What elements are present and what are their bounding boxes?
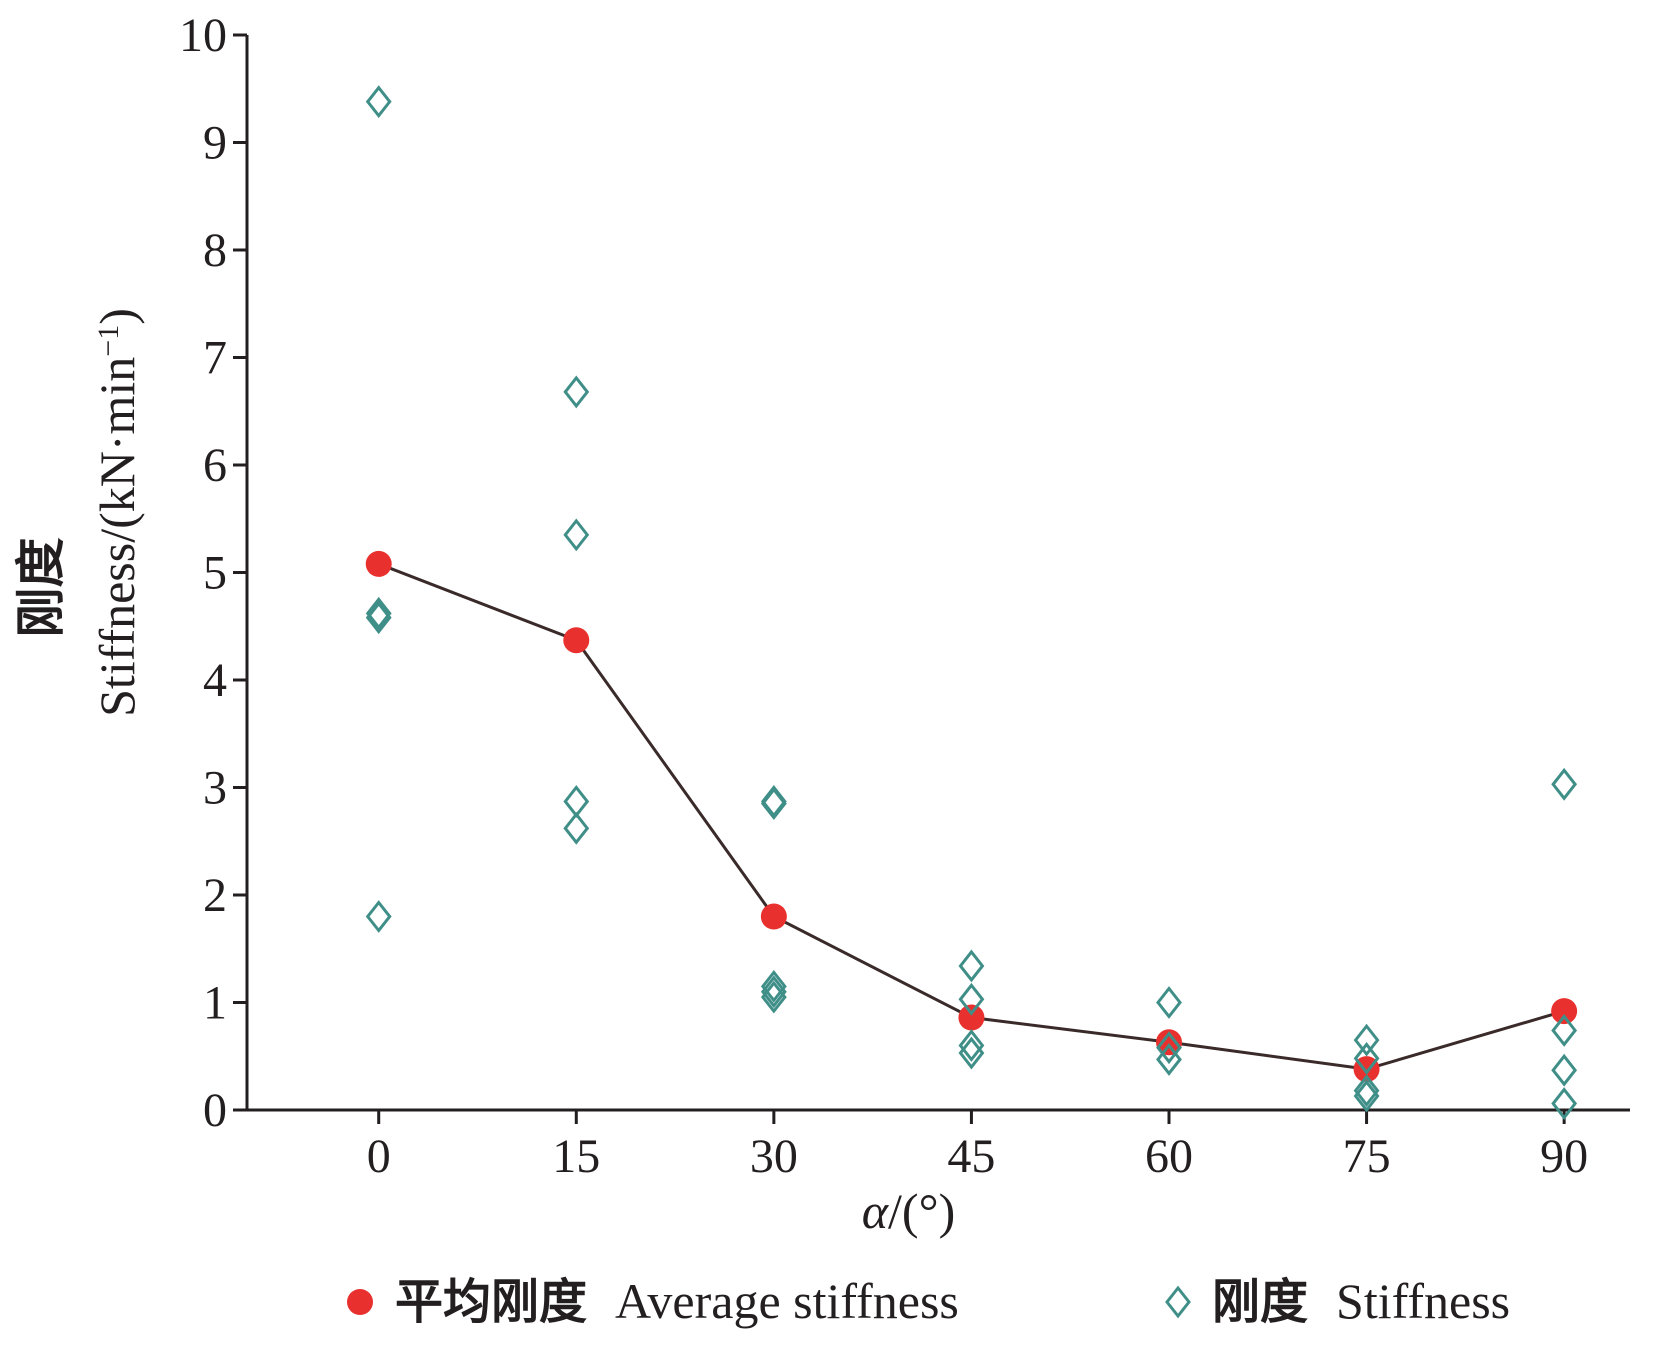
stiffness-point (1551, 1053, 1578, 1087)
stiffness-point (760, 980, 787, 1014)
legend-average-stiffness-label: 平均刚度 Average stiffness (395, 1273, 959, 1330)
x-tick-label: 45 (947, 1130, 995, 1183)
y-axis-title-en: Stiffness/(kN·min−1) (89, 308, 145, 717)
y-tick-label: 8 (203, 224, 227, 277)
series (365, 85, 1578, 1120)
x-tick-label: 60 (1145, 1130, 1193, 1183)
y-axis-title: 刚度 Stiffness/(kN·min−1) (12, 308, 145, 717)
y-tick-label: 3 (203, 762, 227, 815)
legend: 平均刚度 Average stiffness 刚度 Stiffness (347, 1273, 1510, 1330)
average-stiffness-point (1156, 1029, 1182, 1056)
y-tick-label: 0 (203, 1084, 227, 1137)
stiffness-point (958, 982, 985, 1016)
stiffness-point (563, 785, 590, 818)
stiffness-point (563, 811, 590, 845)
stiffness-point (365, 85, 392, 119)
stiffness-point (1156, 1043, 1182, 1076)
y-axis-title-en-main: Stiffness/(kN·min (89, 357, 145, 717)
y-tick-label: 4 (203, 654, 227, 707)
x-tick-label: 90 (1540, 1130, 1588, 1183)
stiffness-point (1551, 1014, 1578, 1047)
stiffness-point (365, 596, 392, 630)
average-stiffness-point (563, 627, 590, 654)
stiffness-point (1551, 1087, 1578, 1120)
stiffness-point (760, 787, 787, 821)
legend-stiffness-marker (1165, 1285, 1191, 1319)
x-tick-label: 15 (552, 1130, 600, 1183)
stiffness-point (958, 1029, 985, 1062)
stiffness-point (563, 375, 590, 409)
average-stiffness-point (1551, 998, 1578, 1025)
legend-stiffness-label: 刚度 Stiffness (1212, 1273, 1510, 1330)
stiffness-point (1156, 1031, 1182, 1065)
y-tick-label: 2 (203, 869, 227, 922)
average-stiffness-point (958, 1004, 985, 1031)
x-axis-unit: /(°) (888, 1183, 955, 1239)
stiffness-point (1353, 1074, 1380, 1108)
stiffness-point (1156, 986, 1182, 1019)
y-axis-title-close: ) (89, 308, 145, 325)
x-tick-label: 30 (750, 1130, 798, 1183)
stiffness-point (563, 518, 590, 552)
y-tick-label: 6 (203, 439, 227, 492)
y-tick-label: 7 (203, 332, 227, 385)
y-tick-label: 1 (203, 977, 227, 1030)
stiffness-point (958, 1036, 985, 1070)
average-stiffness-point (365, 550, 392, 577)
stiffness-point (365, 601, 392, 635)
x-axis-title: α/(°) (862, 1183, 955, 1239)
y-axis-title-sup: −1 (92, 325, 125, 357)
y-tick-label: 5 (203, 547, 227, 600)
stiffness-point (1551, 767, 1578, 801)
stiffness-point (760, 975, 787, 1009)
stiffness-point (1353, 1079, 1380, 1113)
y-tick-label: 10 (179, 9, 227, 62)
axes (245, 35, 1630, 1112)
x-tick-label: 75 (1343, 1130, 1391, 1183)
x-axis-symbol: α (862, 1183, 890, 1239)
y-tick-label: 9 (203, 117, 227, 170)
legend-average-stiffness-marker (347, 1289, 373, 1315)
stiffness-point (760, 969, 787, 1003)
stiffness-point (1353, 1041, 1380, 1075)
average-stiffness-line (378, 562, 1565, 1071)
stiffness-point (1353, 1023, 1380, 1057)
y-axis-title-cn: 刚度 (12, 538, 70, 638)
stiffness-point (365, 900, 392, 933)
x-tick-label: 0 (367, 1130, 391, 1183)
average-stiffness-point (760, 903, 787, 930)
stiffness-point (958, 949, 985, 983)
